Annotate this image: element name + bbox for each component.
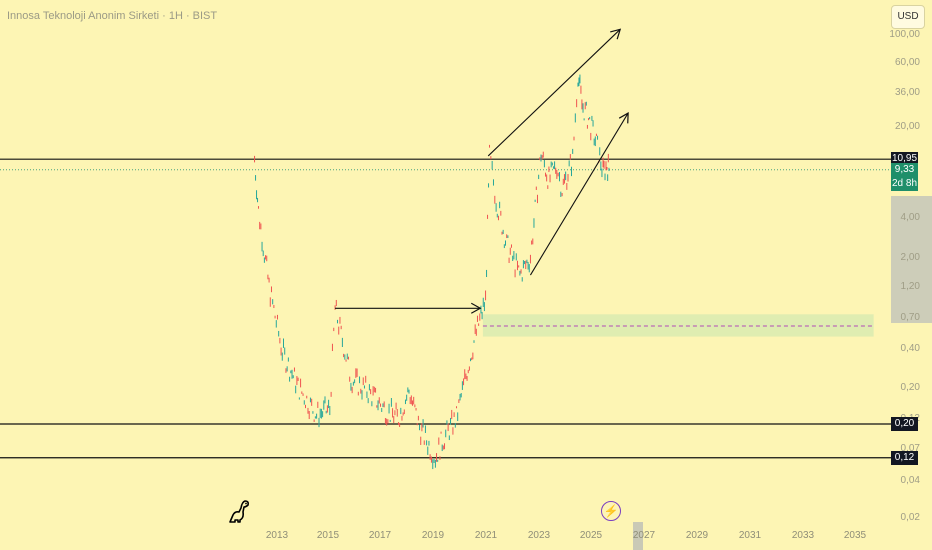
price-tick-label: 2,00 <box>900 252 920 263</box>
time-tick-label: 2015 <box>316 530 340 541</box>
time-tick-label: 2027 <box>632 530 656 541</box>
time-tick-label: 2029 <box>685 530 709 541</box>
time-tick-label: 2013 <box>265 530 289 541</box>
price-tick-label: 0,40 <box>900 343 920 354</box>
time-tick-label: 2019 <box>421 530 445 541</box>
time-tick-label: 2035 <box>843 530 867 541</box>
price-tick-label: 0,02 <box>900 512 920 523</box>
level-badge: 0,20 <box>891 416 918 431</box>
time-tick-label: 2021 <box>474 530 498 541</box>
price-tick-label: 4,00 <box>900 212 920 223</box>
currency-button[interactable]: USD <box>891 5 925 29</box>
time-tick-label: 2023 <box>527 530 551 541</box>
support-zone <box>482 314 874 337</box>
price-tick-label: 0,04 <box>900 475 920 486</box>
price-tick-label: 60,00 <box>894 57 920 68</box>
time-axis-marker <box>633 522 643 550</box>
lightning-icon[interactable]: ⚡ <box>601 501 621 521</box>
last-price-badge: 9,33 <box>891 162 918 177</box>
time-tick-label: 2033 <box>791 530 815 541</box>
price-tick-label: 0,70 <box>900 312 920 323</box>
price-tick-label: 0,07 <box>900 443 920 454</box>
price-tick-label: 20,00 <box>894 121 920 132</box>
level-badge: 10,95 <box>891 152 918 167</box>
countdown-badge: 2d 8h <box>891 176 918 191</box>
trend-arrow <box>529 111 629 276</box>
price-tick-label: 36,00 <box>894 87 920 98</box>
time-tick-label: 2025 <box>579 530 603 541</box>
trend-arrow <box>487 28 622 157</box>
chart-title: Innosa Teknoloji Anonim Sirketi · 1H · B… <box>7 10 218 22</box>
price-scale-highlight <box>891 196 932 323</box>
price-tick-label: 1,20 <box>900 281 920 292</box>
dinosaur-icon[interactable] <box>227 498 251 524</box>
price-tick-label: 100,00 <box>889 29 920 40</box>
level-badge: 0,12 <box>891 450 918 465</box>
time-tick-label: 2031 <box>738 530 762 541</box>
price-tick-label: 0,20 <box>900 382 920 393</box>
time-tick-label: 2017 <box>368 530 392 541</box>
